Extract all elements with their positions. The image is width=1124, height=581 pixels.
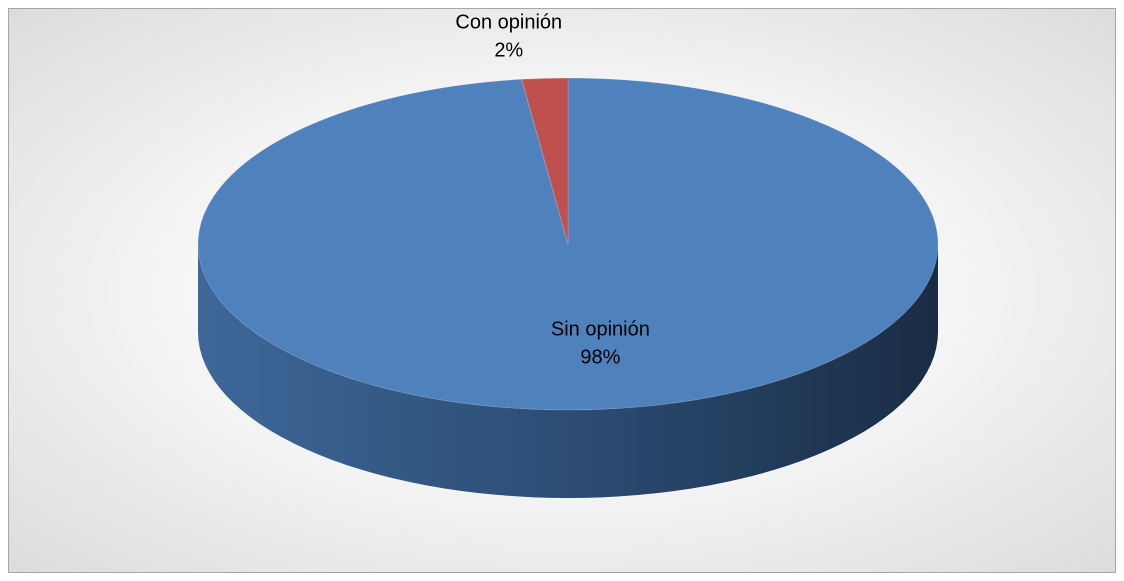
pie-chart: Sin opinión 98% Con opinión 2%	[197, 11, 939, 498]
pie-tops	[197, 77, 939, 411]
pie-labels: Sin opinión 98% Con opinión 2%	[455, 11, 649, 368]
pie-slice-con-opinión	[520, 77, 569, 245]
data-label-percent: 2%	[494, 39, 523, 61]
pie-side-sin-opinión	[198, 244, 938, 498]
data-label-name: Con opinión	[455, 11, 562, 33]
chart-area: Sin opinión 98% Con opinión 2%	[8, 8, 1116, 573]
data-label-name: Sin opinión	[551, 318, 650, 340]
pie-sides	[198, 244, 938, 498]
data-label-percent: 98%	[580, 346, 620, 368]
pie-slice-sin-opinión	[197, 77, 939, 411]
